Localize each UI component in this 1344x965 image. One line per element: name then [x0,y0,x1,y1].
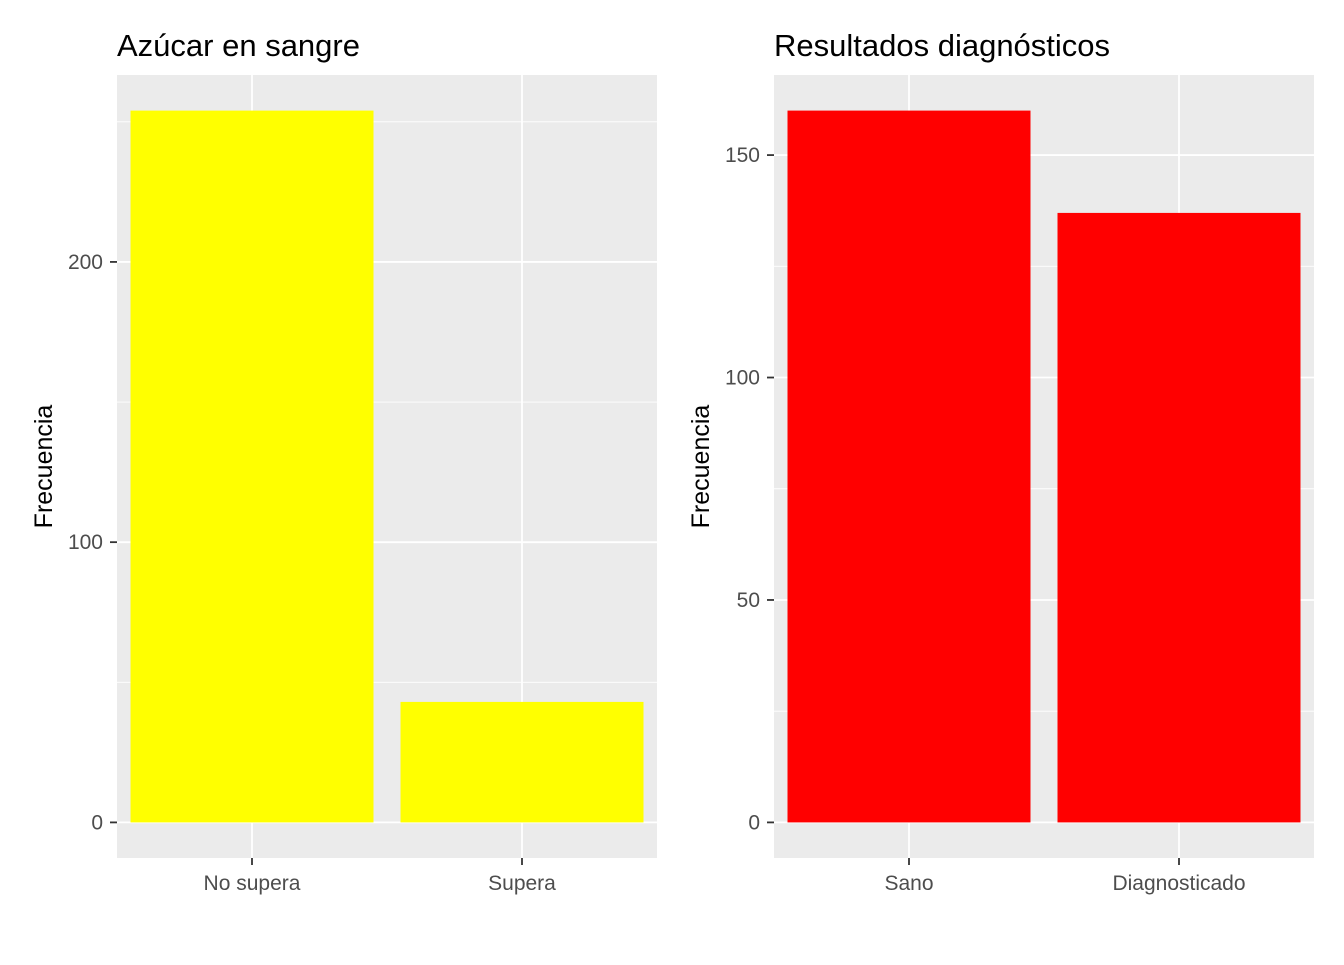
chart-title: Resultados diagnósticos [774,28,1110,63]
y-tick-label: 50 [737,589,760,612]
x-tick-label: Diagnosticado [1112,872,1245,895]
x-tick-label: Supera [488,872,556,895]
y-axis-label: Frecuencia [687,405,715,529]
y-tick-label: 0 [91,811,103,834]
chart-2: 0 50 100 150 Sano Diagnosticado Resultados dia… [687,28,1314,895]
y-tick-label: 150 [725,144,760,167]
y-axis-label: Frecuencia [30,405,58,529]
chart-title: Azúcar en sangre [117,28,360,63]
y-tick-label: 0 [748,811,760,834]
y-tick-label: 100 [68,531,103,554]
chart-1: 0 100 200 No supera Supera Azúcar en sangre Fr… [30,28,657,895]
x-tick-label: No supera [204,872,301,895]
bar-sano [787,110,1031,823]
x-tick-label: Sano [884,872,933,895]
bar-diagnosticado [1057,212,1301,823]
bar-supera [400,701,644,823]
bar-no-supera [130,110,374,823]
y-tick-label: 100 [725,367,760,390]
y-tick-label: 200 [68,251,103,274]
